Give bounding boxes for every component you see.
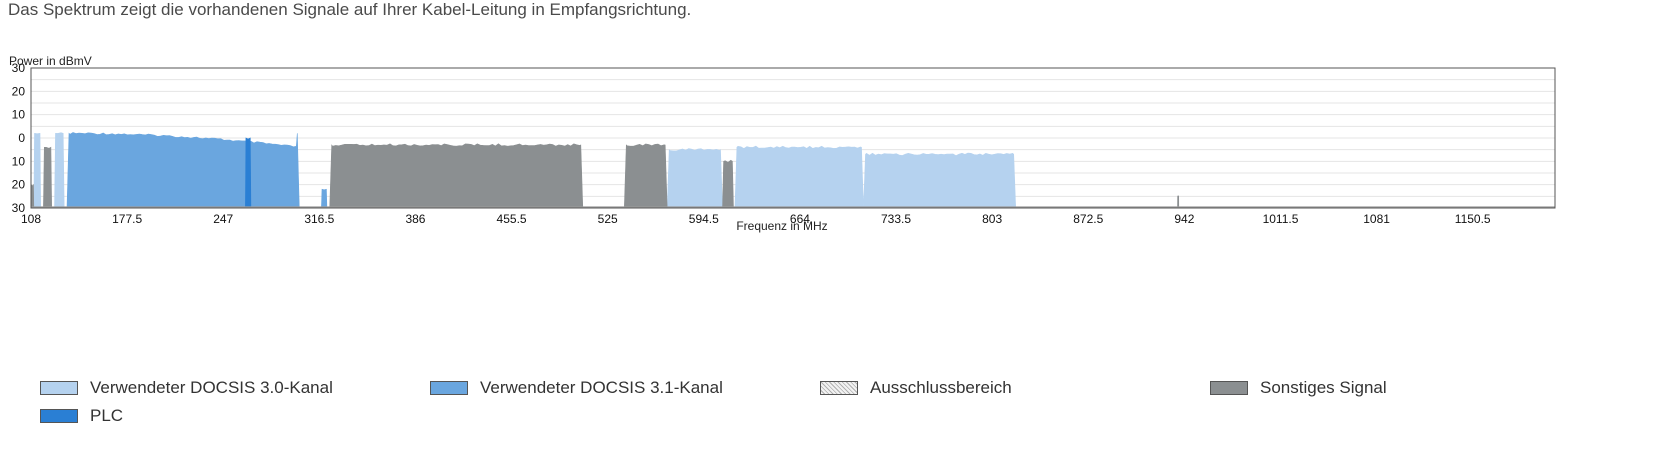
legend-item-docsis31: Verwendeter DOCSIS 3.1-Kanal bbox=[430, 378, 723, 398]
x-tick-label: 872.5 bbox=[1073, 212, 1103, 226]
legend-label: Verwendeter DOCSIS 3.0-Kanal bbox=[90, 378, 333, 397]
legend-swatch bbox=[40, 381, 78, 395]
legend-label: Sonstiges Signal bbox=[1260, 378, 1387, 397]
x-tick-label: 594.5 bbox=[689, 212, 719, 226]
legend-swatch bbox=[40, 409, 78, 423]
x-tick-label: 108 bbox=[21, 212, 41, 226]
x-tick-label: 1150.5 bbox=[1455, 212, 1491, 226]
x-tick-label: 386 bbox=[405, 212, 425, 226]
x-axis-ticks: 108 177.5 247 316.5 386 455.5 525 594.5 664 733.5… bbox=[21, 212, 1491, 226]
x-tick-label: 316.5 bbox=[304, 212, 334, 226]
x-tick-label: 247 bbox=[213, 212, 233, 226]
x-tick-label: 733.5 bbox=[881, 212, 911, 226]
intro-text: Das Spektrum zeigt die vorhandenen Signa… bbox=[8, 0, 692, 19]
x-tick-label: 664 bbox=[790, 212, 810, 226]
x-axis-title: Frequenz in MHz bbox=[736, 219, 827, 233]
spectrum-segment-other bbox=[623, 143, 668, 209]
y-tick-label: 30 bbox=[12, 61, 26, 75]
legend-swatch bbox=[1210, 381, 1248, 395]
legend-item-exclusion: Ausschlussbereich bbox=[820, 378, 1012, 398]
spectrum-segment-plc bbox=[245, 137, 252, 209]
plot-border bbox=[30, 67, 1556, 209]
spectrum-segment-docsis30 bbox=[33, 132, 42, 209]
spectrum-segment-docsis30 bbox=[863, 152, 1017, 209]
y-tick-label: 20 bbox=[12, 84, 26, 98]
legend-swatch bbox=[820, 381, 858, 395]
legend-label: Verwendeter DOCSIS 3.1-Kanal bbox=[480, 378, 723, 397]
spectrum-segment-other bbox=[722, 159, 734, 209]
x-tick-label: 455.5 bbox=[497, 212, 527, 226]
y-tick-label: 10 bbox=[12, 108, 26, 122]
x-tick-label: 1081 bbox=[1363, 212, 1390, 226]
legend-label: PLC bbox=[90, 406, 124, 425]
y-tick-label: 30 bbox=[12, 201, 26, 215]
y-tick-label: 0 bbox=[18, 131, 25, 145]
spectrum-segment-other bbox=[43, 146, 53, 209]
y-axis-ticks: 30 20 10 0 10 20 30 bbox=[12, 61, 26, 215]
spectrum-segment-docsis31 bbox=[321, 188, 328, 209]
legend-swatch bbox=[430, 381, 468, 395]
x-tick-label: 942 bbox=[1174, 212, 1194, 226]
series-layer bbox=[30, 132, 1555, 209]
y-tick-label: 10 bbox=[12, 154, 26, 168]
y-tick-label: 20 bbox=[12, 178, 26, 192]
legend-item-other: Sonstiges Signal bbox=[1210, 378, 1387, 398]
legend-item-plc: PLC bbox=[40, 406, 123, 426]
x-tick-label: 1011.5 bbox=[1263, 212, 1299, 226]
x-tick-label: 525 bbox=[598, 212, 618, 226]
spectrum-segment-docsis30 bbox=[666, 148, 723, 209]
spectrum-segment-other bbox=[1177, 195, 1180, 209]
spectrum-segment-docsis30 bbox=[54, 132, 65, 209]
spectrum-segment-other bbox=[329, 143, 584, 209]
legend-item-docsis30: Verwendeter DOCSIS 3.0-Kanal bbox=[40, 378, 333, 398]
spectrum-segment-docsis31 bbox=[66, 132, 300, 209]
x-tick-label: 803 bbox=[982, 212, 1002, 226]
legend-label: Ausschlussbereich bbox=[870, 378, 1012, 397]
spectrum-segment-docsis30 bbox=[734, 145, 864, 209]
y-axis-title: Power in dBmV bbox=[9, 54, 92, 68]
spectrum-chart-svg: 30 20 10 0 10 20 30 108 177.5 247 316.5 386 455.5 52… bbox=[9, 54, 1556, 233]
x-tick-label: 177.5 bbox=[112, 212, 142, 226]
spectrum-chart: 30 20 10 0 10 20 30 108 177.5 247 316.5 386 455.5 52… bbox=[0, 50, 1667, 240]
